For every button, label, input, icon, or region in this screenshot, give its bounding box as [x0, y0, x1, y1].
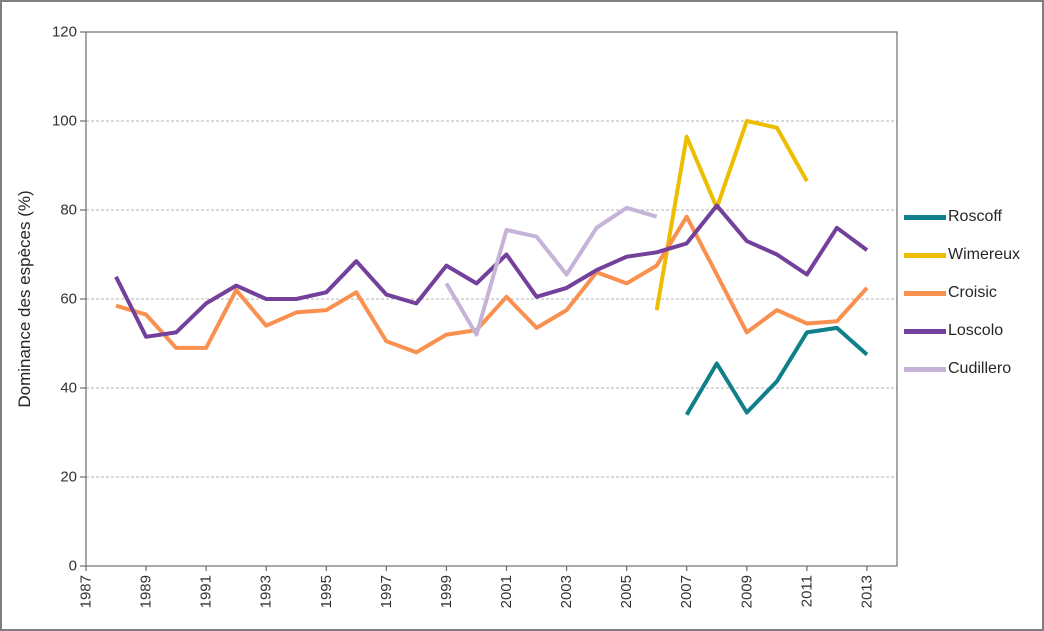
legend-item-croisic: Croisic: [904, 282, 1020, 304]
x-tick-label-1989: 1989: [138, 575, 155, 608]
legend-item-wimereux: Wimereux: [904, 244, 1020, 266]
x-tick-label-1997: 1997: [378, 575, 395, 608]
y-tick-labels: 0 20 40 60 80 100 120: [52, 24, 77, 575]
y-tick-label-20: 20: [60, 469, 77, 486]
legend-item-loscolo: Loscolo: [904, 320, 1020, 342]
x-tick-label-1987: 1987: [78, 575, 95, 608]
x-tick-label-2011: 2011: [798, 575, 815, 607]
y-tick-label-0: 0: [69, 558, 77, 575]
legend-label: Loscolo: [948, 322, 1004, 339]
x-tick-label-1999: 1999: [438, 575, 455, 608]
x-tick-label-1991: 1991: [198, 575, 215, 608]
x-tick-label-1995: 1995: [318, 575, 335, 608]
series-line-roscoff: [684, 325, 869, 416]
legend: Roscoff Wimereux Croisic Loscolo Cudillero: [904, 206, 1020, 380]
legend-label: Roscoff: [948, 208, 1002, 225]
y-tick-label-100: 100: [52, 113, 77, 130]
series-line-wimereux: [654, 119, 809, 311]
series-line-cudillero: [444, 205, 658, 337]
x-tick-label-1993: 1993: [258, 575, 275, 608]
y-axis-title: Dominance des espèces (%): [15, 190, 34, 408]
axis-ticks: [80, 31, 868, 571]
x-tick-label-2005: 2005: [618, 575, 635, 608]
legend-item-cudillero: Cudillero: [904, 358, 1020, 380]
y-tick-label-120: 120: [52, 24, 77, 41]
series-line-loscolo: [114, 203, 869, 339]
legend-line-swatch-croisic: [904, 290, 946, 296]
legend-line-swatch-loscolo: [904, 328, 946, 334]
y-tick-label-60: 60: [60, 291, 77, 308]
y-tick-label-80: 80: [60, 202, 77, 219]
legend-label: Cudillero: [948, 360, 1012, 377]
x-tick-label-2013: 2013: [858, 575, 875, 608]
legend-label: Wimereux: [948, 246, 1021, 263]
x-tick-label-2001: 2001: [498, 575, 515, 608]
x-tick-label-2003: 2003: [558, 575, 575, 608]
x-tick-labels: 1987 1989 1991 1993 1995 1997 1999 2001 2003 2005…: [78, 575, 876, 608]
gridlines: [86, 120, 897, 478]
legend-item-roscoff: Roscoff: [904, 206, 1020, 228]
legend-line-swatch-cudillero: [904, 366, 946, 372]
legend-line-swatch-wimereux: [904, 252, 946, 258]
y-tick-label-40: 40: [60, 380, 77, 397]
series-line-croisic: [115, 214, 869, 355]
legend-label: Croisic: [948, 284, 997, 301]
x-tick-label-2007: 2007: [678, 575, 695, 608]
x-tick-label-2009: 2009: [738, 575, 755, 608]
legend-line-swatch-roscoff: [904, 214, 946, 220]
